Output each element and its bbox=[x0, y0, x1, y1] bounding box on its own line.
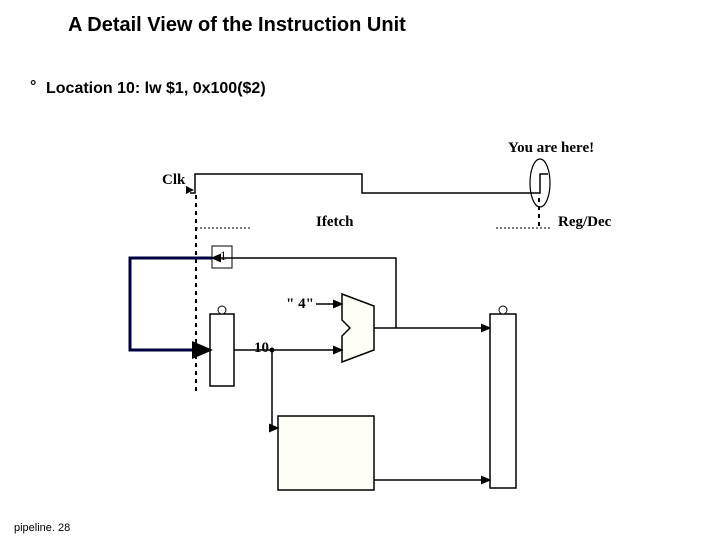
clock-waveform bbox=[190, 174, 548, 193]
pc-to-imem bbox=[272, 350, 278, 428]
pc-box bbox=[210, 314, 234, 386]
diagram-svg bbox=[0, 0, 720, 540]
outer-feedback bbox=[130, 258, 212, 350]
adder-shape bbox=[342, 294, 374, 362]
imem-box bbox=[278, 416, 374, 490]
ifid-box bbox=[490, 314, 516, 488]
